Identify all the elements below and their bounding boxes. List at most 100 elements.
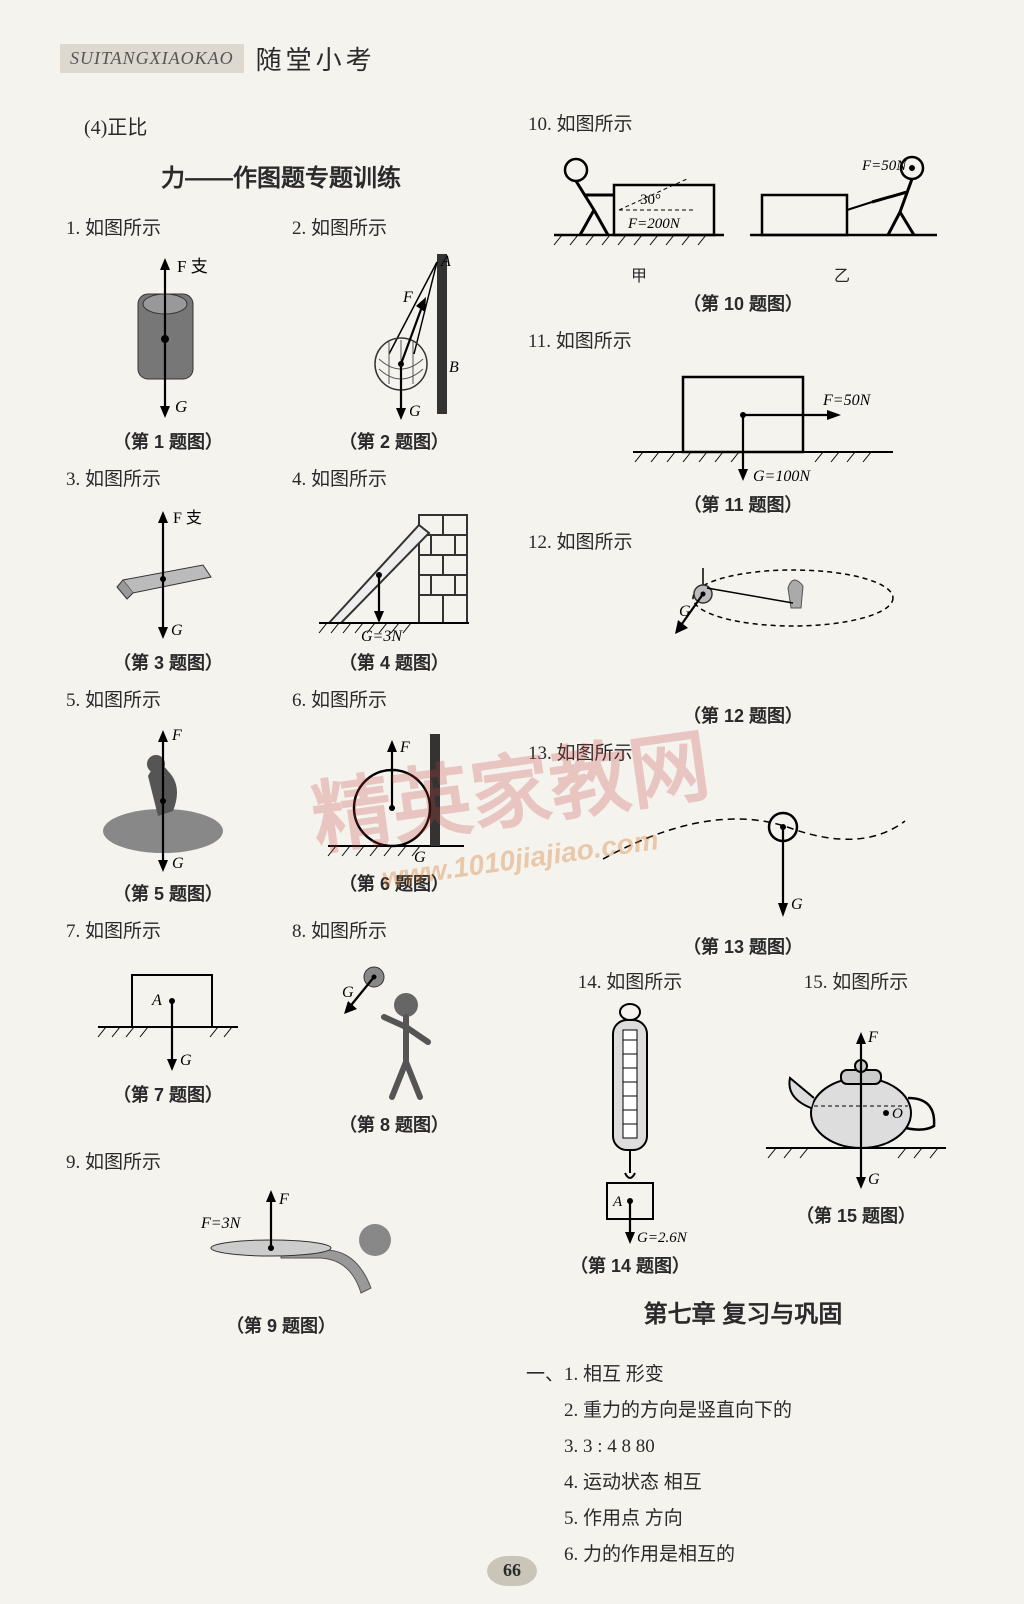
label-q5: 5. 如图所示 <box>66 685 161 712</box>
svg-text:A: A <box>612 1194 623 1210</box>
figure-7: A G <box>88 947 248 1077</box>
caption-13: （第 13 题图） <box>683 933 803 959</box>
svg-text:30°: 30° <box>640 192 661 208</box>
problem-11: 11. 如图所示 F=50N G=100N （第 <box>522 324 964 517</box>
label-q11: 11. 如图所示 <box>528 326 632 353</box>
label-q15: 15. 如图所示 <box>804 967 909 994</box>
caption-8: （第 8 题图） <box>339 1111 449 1137</box>
page-number: 66 <box>487 1556 537 1586</box>
problem-14: 14. 如图所示 <box>522 967 738 1278</box>
caption-14: （第 14 题图） <box>570 1252 690 1278</box>
figure-8: G <box>324 947 464 1107</box>
problem-6: 6. 如图所示 F G <box>286 683 502 906</box>
label-q4: 4. 如图所示 <box>292 464 387 491</box>
left-column: (4)正比 力——作图题专题训练 1. 如图所示 <box>60 107 502 1574</box>
svg-text:G: G <box>868 1171 880 1188</box>
problem-15: 15. 如图所示 O <box>748 967 964 1278</box>
svg-text:G: G <box>171 622 183 639</box>
caption-12: （第 12 题图） <box>683 702 803 728</box>
problem-12: 12. 如图所示 G （第 12 题图） <box>522 525 964 728</box>
label-q2: 2. 如图所示 <box>292 213 387 240</box>
caption-6: （第 6 题图） <box>339 870 449 896</box>
problem-8: 8. 如图所示 G <box>286 914 502 1137</box>
svg-text:F 支: F 支 <box>173 509 202 527</box>
problem-3: 3. 如图所示 F 支 G <box>60 462 276 675</box>
label-q10: 10. 如图所示 <box>528 109 633 136</box>
figure-9: F F=3N <box>161 1178 401 1308</box>
svg-text:B: B <box>449 359 459 376</box>
label-q7: 7. 如图所示 <box>66 916 161 943</box>
svg-text:F: F <box>278 1191 289 1208</box>
section-title-ch7: 第七章 复习与巩固 <box>522 1294 964 1329</box>
problem-7: 7. 如图所示 A G （第 7 题图） <box>60 914 276 1137</box>
svg-text:G: G <box>342 984 354 1001</box>
caption-4: （第 4 题图） <box>339 649 449 675</box>
svg-text:G: G <box>172 855 184 872</box>
svg-text:F: F <box>867 1029 878 1046</box>
svg-text:F=3N: F=3N <box>200 1215 242 1232</box>
svg-text:F: F <box>399 739 410 756</box>
caption-15: （第 15 题图） <box>796 1202 916 1228</box>
problem-10: 10. 如图所示 <box>522 107 964 316</box>
caption-7: （第 7 题图） <box>113 1081 223 1107</box>
label-q1: 1. 如图所示 <box>66 213 161 240</box>
problem-13: 13. 如图所示 G （第 13 题图） <box>522 736 964 959</box>
problem-9: 9. 如图所示 F F=3N （第 9 题图） <box>60 1145 502 1566</box>
label-q8: 8. 如图所示 <box>292 916 387 943</box>
caption-9: （第 9 题图） <box>226 1312 336 1338</box>
section-title-force: 力——作图题专题训练 <box>60 158 502 193</box>
caption-11: （第 11 题图） <box>683 491 802 517</box>
answers-block: 一、1. 相互 形变 一、2. 重力的方向是竖直向下的 一、3. 3 : 4 8… <box>526 1357 964 1574</box>
svg-text:G=100N: G=100N <box>753 468 811 485</box>
header-latin: SUITANGXIAOKAO <box>60 44 244 73</box>
right-column: 10. 如图所示 <box>522 107 964 1574</box>
figure-15: O F G <box>756 998 956 1198</box>
figure-13: G <box>593 769 913 929</box>
svg-text:F: F <box>171 727 182 744</box>
figure-10a: 30° F=200N 甲 <box>544 140 734 286</box>
label-q13: 13. 如图所示 <box>528 738 633 765</box>
label-q14: 14. 如图所示 <box>578 967 683 994</box>
label-q6: 6. 如图所示 <box>292 685 387 712</box>
label-q3: 3. 如图所示 <box>66 464 161 491</box>
problem-5: 5. 如图所示 F G <box>60 683 276 906</box>
figure-10b: F=50N 乙 <box>742 140 942 286</box>
svg-text:G: G <box>175 397 187 416</box>
figure-6: F G <box>314 716 474 866</box>
answer-2: 2. 重力的方向是竖直向下的 <box>564 1400 792 1421</box>
note-4: (4)正比 <box>84 111 502 140</box>
label-q9: 9. 如图所示 <box>66 1147 161 1174</box>
figure-11: F=50N G=100N <box>613 357 913 487</box>
svg-text:F=50N: F=50N <box>861 158 907 174</box>
caption-2: （第 2 题图） <box>339 428 449 454</box>
figure-12: G <box>643 558 903 698</box>
svg-text:G=2.6N: G=2.6N <box>637 1230 688 1246</box>
svg-text:A: A <box>151 992 162 1009</box>
svg-text:F 支: F 支 <box>177 257 208 276</box>
svg-text:G=3N: G=3N <box>361 628 403 645</box>
svg-text:G: G <box>414 849 426 866</box>
answer-3: 3. 3 : 4 8 80 <box>564 1436 655 1457</box>
svg-text:F=200N: F=200N <box>627 216 681 232</box>
svg-text:G: G <box>679 603 691 620</box>
caption-5: （第 5 题图） <box>113 880 223 906</box>
header-chinese: 随堂小考 <box>256 40 376 77</box>
answer-6: 6. 力的作用是相互的 <box>564 1544 735 1565</box>
answer-1: 1. 相互 形变 <box>564 1364 664 1385</box>
caption-10: （第 10 题图） <box>683 290 803 316</box>
problem-4: 4. 如图所示 <box>286 462 502 675</box>
sublabel-jia: 甲 <box>544 262 734 286</box>
caption-3: （第 3 题图） <box>113 649 223 675</box>
svg-text:G: G <box>180 1052 192 1069</box>
svg-text:O: O <box>892 1106 903 1122</box>
problem-1: 1. 如图所示 F 支 G <box>60 211 276 454</box>
label-q12: 12. 如图所示 <box>528 527 633 554</box>
page-header: SUITANGXIAOKAO 随堂小考 <box>60 40 964 77</box>
svg-text:G: G <box>409 403 421 420</box>
figure-4: G=3N <box>309 495 479 645</box>
figure-3: F 支 G <box>93 495 243 645</box>
svg-text:F=50N: F=50N <box>822 392 872 409</box>
answers-heading: 一、 <box>526 1364 564 1385</box>
figure-1: F 支 G <box>93 244 243 424</box>
figure-5: F G <box>88 716 248 876</box>
